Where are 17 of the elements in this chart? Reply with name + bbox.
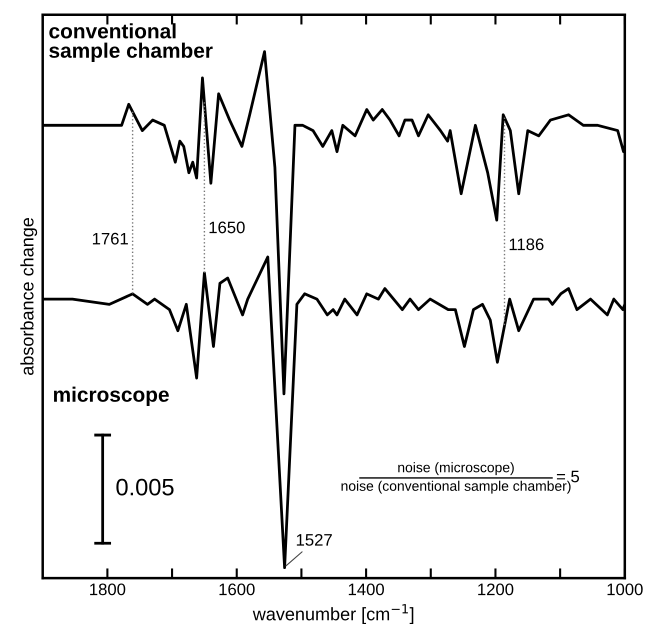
legend-label: conventional sample chamber — [49, 23, 213, 62]
x-tick-label: 1400 — [348, 583, 384, 596]
series-label: microscope — [54, 386, 169, 406]
annotation: 1527 — [296, 534, 332, 546]
annotation: 0.005 — [116, 478, 174, 496]
x-tick-label: 1600 — [219, 583, 255, 596]
x-axis-title: wavenumber [cm$^{−1}$] — [252, 604, 414, 624]
x-tick-label: 1200 — [478, 583, 514, 596]
annotation: = 5 — [556, 470, 580, 482]
annotation: noise (microscope) — [398, 462, 514, 476]
ref-line-label: 1186 — [510, 238, 544, 250]
x-tick-label: 1000 — [608, 583, 643, 596]
annotation: noise (conventional sample chamber) — [342, 480, 571, 494]
y-axis-title: absorbance change — [20, 218, 38, 375]
x-tick-label: 1800 — [90, 583, 126, 596]
ref-line-label: 1761 — [92, 232, 128, 245]
ref-line-label: 1650 — [210, 222, 245, 234]
